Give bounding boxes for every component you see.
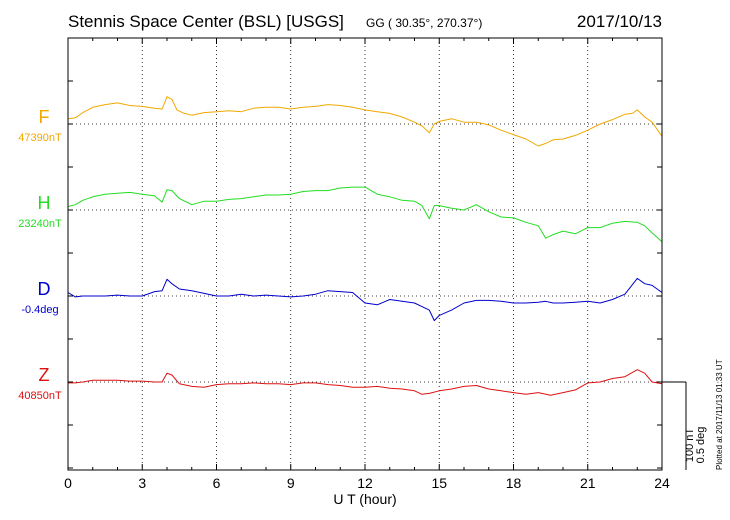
station-coordinates: GG ( 30.35°, 270.37°) <box>366 16 482 30</box>
series-line-H <box>67 186 663 243</box>
series-name-F: F <box>39 107 50 127</box>
x-tick-labels: 0 3 6 9 12 15 18 21 24 <box>64 475 670 491</box>
series-lines <box>67 96 663 396</box>
series-baseline-H: 23240nT <box>18 218 62 230</box>
x-tick-label-6: 6 <box>213 475 221 491</box>
series-name-D: D <box>38 279 51 299</box>
series-line-F <box>67 96 663 147</box>
series-line-Z <box>68 369 663 396</box>
series-name-H: H <box>38 193 51 213</box>
axis-ticks <box>67 38 663 470</box>
scale-bar-nt-label: 100 nT <box>684 428 696 463</box>
x-tick-label-3: 3 <box>138 475 146 491</box>
series-baseline-F: 47390nT <box>18 132 62 144</box>
series-name-Z: Z <box>39 365 50 385</box>
x-tick-label-24: 24 <box>654 475 670 491</box>
plotted-timestamp: Plotted at 2017/11/13 01:33 UT <box>715 359 724 470</box>
x-tick-label-18: 18 <box>506 475 522 491</box>
grid-lines <box>141 38 589 470</box>
series-labels: F 47390nT H 23240nT D -0.4deg Z 40850nT <box>18 107 62 402</box>
x-tick-label-12: 12 <box>357 475 373 491</box>
series-baseline-Z: 40850nT <box>18 390 62 402</box>
x-axis-label: U T (hour) <box>333 491 396 507</box>
chart-date: 2017/10/13 <box>577 12 662 31</box>
baseline-lines <box>68 123 662 383</box>
series-baseline-D: -0.4deg <box>21 304 58 316</box>
x-tick-label-15: 15 <box>431 475 447 491</box>
chart-title: Stennis Space Center (BSL) [USGS] <box>68 12 344 31</box>
x-tick-label-9: 9 <box>287 475 295 491</box>
x-tick-label-0: 0 <box>64 475 72 491</box>
scale-bar: 100 nT 0.5 deg <box>662 381 707 470</box>
x-tick-label-21: 21 <box>580 475 596 491</box>
series-line-D <box>67 277 663 322</box>
scale-bar-deg-label: 0.5 deg <box>695 427 707 464</box>
